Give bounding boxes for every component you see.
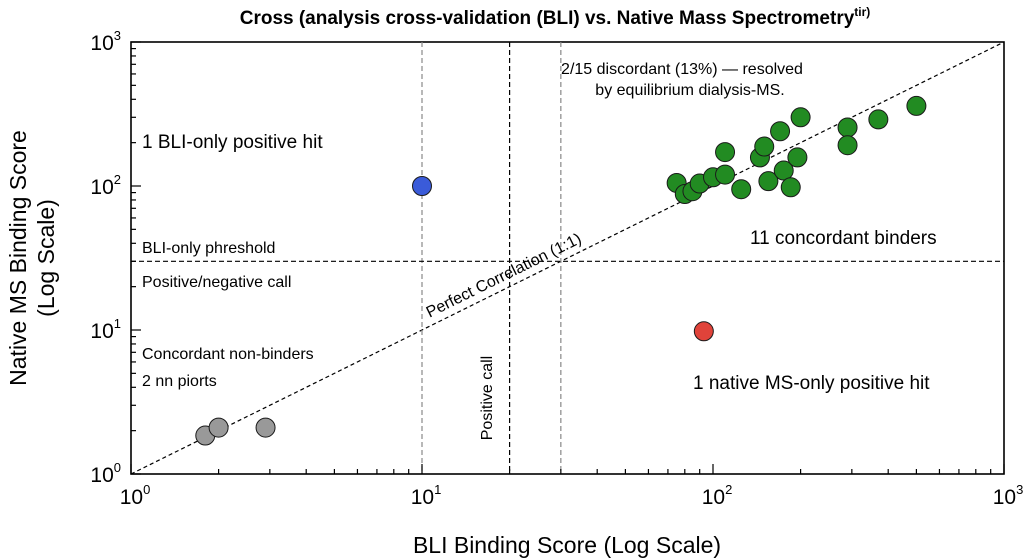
point-concordant-binders (780, 177, 801, 198)
axis-ticks: 100 101 102 103 100 101 102 103 (90, 28, 1023, 509)
ms-only-annotation: 1 native MS-only positive hit (693, 373, 930, 394)
point-concordant-binders (787, 147, 808, 168)
x-tick-label: 102 (702, 482, 733, 509)
horizontal-line-label-above: BLI-only phreshold (142, 240, 275, 257)
y-tick-label: 102 (90, 172, 121, 199)
point-concordant-non-binders (255, 417, 276, 438)
concordant-binders-annotation: 11 concordant binders (750, 228, 937, 249)
diagonal-label: Perfect Correlation (1:1) (424, 231, 585, 322)
y-tick-label: 101 (90, 316, 121, 343)
point-concordant-binders (837, 117, 858, 138)
discordant-annotation-line2: by equilibrium dialysis-MS. (595, 82, 784, 99)
point-concordant-binders (837, 135, 858, 156)
y-tick-label: 103 (90, 28, 121, 55)
bli-only-annotation: 1 BLI-only positive hit (142, 132, 323, 153)
x-axis-label: BLI Binding Score (Log Scale) (413, 532, 721, 558)
data-points (195, 95, 927, 446)
y-axis-label-line2: (Log Scale) (33, 199, 59, 317)
x-tick-label: 100 (120, 482, 151, 509)
point-concordant-binders (906, 95, 927, 116)
x-tick-label: 103 (993, 482, 1024, 509)
point-ms-only (693, 321, 714, 342)
chart-title-superscript: tir) (854, 5, 870, 19)
point-concordant-binders (758, 171, 779, 192)
plot-frame (130, 41, 1005, 475)
point-concordant-binders (770, 121, 791, 142)
point-concordant-binders (773, 160, 794, 181)
chart-title-main: Cross (analysis cross-validation (BLI) v… (240, 8, 855, 29)
point-concordant-binders (868, 109, 889, 130)
horizontal-line-label-below: Positive/negative call (142, 274, 291, 291)
point-concordant-binders (754, 136, 775, 157)
point-bli-only (412, 176, 432, 196)
vertical-line-label: Positive call (479, 356, 496, 440)
y-tick-label: 100 (90, 460, 121, 487)
diagonal-reference-line (130, 41, 1005, 475)
non-binders-annotation-line1: Concordant non-binders (142, 346, 314, 363)
point-concordant-non-binders (208, 417, 229, 438)
reference-lines (130, 41, 1005, 475)
point-concordant-binders (731, 179, 752, 200)
y-axis-label-line1: Native MS Binding Score (5, 130, 31, 386)
non-binders-annotation-line2: 2 nn piorts (142, 373, 217, 390)
point-concordant-binders (715, 142, 736, 163)
chart-title: Cross (analysis cross-validation (BLI) v… (240, 5, 871, 29)
point-concordant-binders (715, 164, 736, 185)
x-tick-label: 101 (411, 482, 442, 509)
point-concordant-binders (790, 107, 811, 128)
discordant-annotation-line1: 2/15 discordant (13%) — resolved (561, 61, 803, 78)
